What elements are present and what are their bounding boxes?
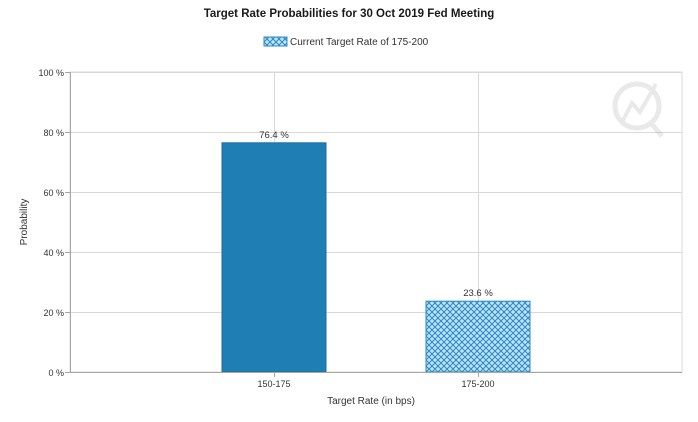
data-label-150-175: 76.4 % — [259, 130, 289, 141]
y-tick-label: 20 % — [43, 308, 64, 318]
legend-label: Current Target Rate of 175-200 — [290, 37, 429, 48]
legend-swatch — [263, 36, 288, 47]
watermark-logo — [612, 81, 664, 138]
plot-frame — [69, 71, 683, 373]
chart-title: Target Rate Probabilities for 30 Oct 201… — [204, 8, 495, 20]
y-axis-label: Probability — [19, 199, 30, 246]
y-tick-label: 40 % — [43, 248, 64, 258]
bars: 76.4 % 23.6 % — [221, 130, 531, 373]
legend: Current Target Rate of 175-200 — [263, 36, 429, 48]
y-tick-label: 80 % — [43, 128, 64, 138]
grid — [69, 71, 683, 373]
y-tick-label: 60 % — [43, 188, 64, 198]
data-label-175-200: 23.6 % — [463, 288, 493, 299]
axes: 0 % 20 % 40 % 60 % 80 % 100 % 150-175 175-200 — [38, 68, 682, 389]
y-tick-label: 100 % — [38, 68, 64, 78]
bar-175-200 — [425, 300, 531, 373]
x-axis-label: Target Rate (in bps) — [327, 396, 415, 407]
bar-150-175 — [221, 142, 327, 373]
y-tick-label: 0 % — [48, 368, 64, 378]
x-tick-label: 175-200 — [461, 379, 494, 389]
x-tick-label: 150-175 — [257, 379, 290, 389]
